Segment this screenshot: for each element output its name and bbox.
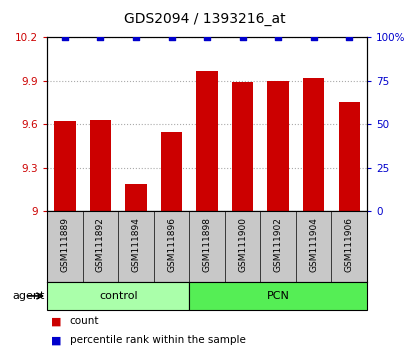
- Text: GDS2094 / 1393216_at: GDS2094 / 1393216_at: [124, 12, 285, 27]
- Point: [168, 34, 174, 40]
- Point: [310, 34, 316, 40]
- Text: ■: ■: [51, 335, 62, 345]
- Bar: [47, 282, 189, 310]
- Text: count: count: [70, 316, 99, 326]
- Text: PCN: PCN: [266, 291, 289, 301]
- Text: GSM111900: GSM111900: [238, 217, 247, 272]
- Bar: [196, 70, 217, 211]
- Bar: [302, 78, 324, 211]
- Point: [274, 34, 281, 40]
- Bar: [125, 184, 146, 211]
- Text: agent: agent: [13, 291, 45, 301]
- Point: [239, 34, 245, 40]
- Text: GSM111904: GSM111904: [308, 217, 317, 272]
- Point: [97, 34, 103, 40]
- Text: GSM111906: GSM111906: [344, 217, 353, 272]
- Text: percentile rank within the sample: percentile rank within the sample: [70, 335, 245, 345]
- Point: [345, 34, 352, 40]
- Text: control: control: [99, 291, 137, 301]
- Bar: [267, 81, 288, 211]
- Text: GSM111892: GSM111892: [96, 217, 105, 272]
- Bar: [90, 120, 111, 211]
- Bar: [54, 121, 75, 211]
- Text: GSM111894: GSM111894: [131, 217, 140, 272]
- Bar: [231, 82, 253, 211]
- Text: GSM111902: GSM111902: [273, 217, 282, 272]
- Point: [133, 34, 139, 40]
- Bar: [189, 282, 366, 310]
- Text: GSM111898: GSM111898: [202, 217, 211, 272]
- Bar: [338, 102, 359, 211]
- Bar: [160, 131, 182, 211]
- Text: GSM111889: GSM111889: [60, 217, 69, 272]
- Point: [203, 34, 210, 40]
- Text: ■: ■: [51, 316, 62, 326]
- Point: [61, 34, 68, 40]
- Text: GSM111896: GSM111896: [166, 217, 175, 272]
